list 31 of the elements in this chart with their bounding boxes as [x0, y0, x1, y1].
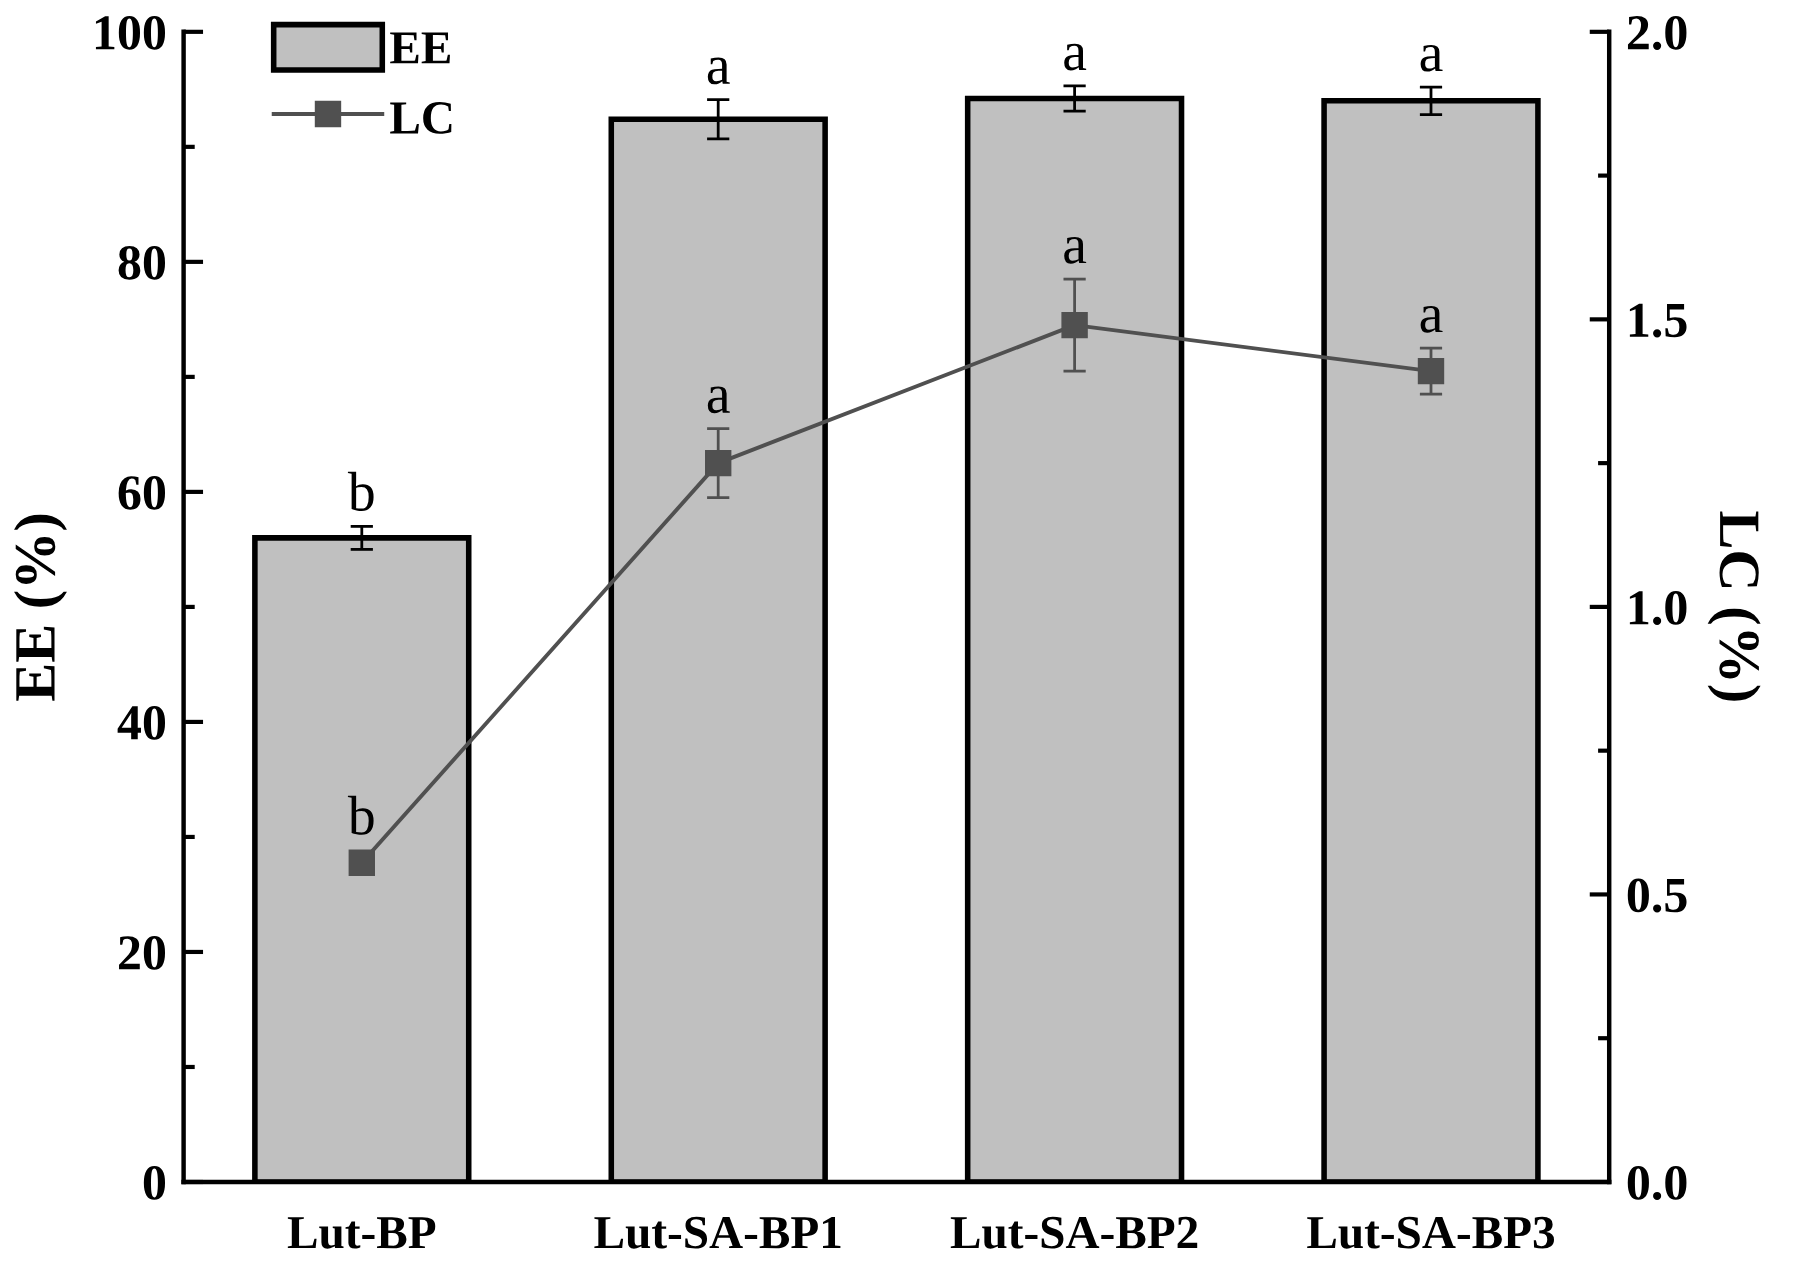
- data-label: a: [707, 57, 730, 85]
- legend-label: EE: [390, 32, 450, 64]
- data-label: a: [1420, 44, 1443, 72]
- data-label: a: [1064, 237, 1087, 264]
- x-tick-label: Lut-SA-BP1: [594, 1216, 841, 1249]
- y2-tick-label: 2.0: [1627, 15, 1687, 50]
- y2-tick-label: 0.5: [1627, 878, 1687, 913]
- y2-tick-label: 1.0: [1629, 591, 1687, 625]
- data-label: a: [707, 386, 730, 414]
- data-label: b: [347, 795, 374, 835]
- y-axis-title: EE (%): [14, 514, 67, 701]
- data-label: a: [1064, 43, 1087, 71]
- point: [1417, 357, 1445, 385]
- data-label: b: [347, 471, 374, 511]
- y2-axis-title: LC (%): [1707, 511, 1761, 701]
- y-tick-label: 0: [143, 1166, 166, 1200]
- x-tick-label: Lut-SA-BP2: [950, 1216, 1198, 1249]
- legend-label: LC: [390, 102, 452, 134]
- point: [348, 849, 375, 877]
- x-tick-label: Lut-SA-BP3: [1307, 1216, 1555, 1249]
- y-tick-label: 100: [95, 15, 166, 50]
- y2-tick-label: 0.0: [1627, 1166, 1687, 1201]
- x-tick-label: Lut-BP: [287, 1217, 436, 1249]
- y-tick-label: 80: [118, 245, 166, 280]
- y-tick-label: 40: [117, 706, 166, 740]
- data-label: a: [1420, 306, 1443, 333]
- y2-tick-label: 1.5: [1629, 303, 1687, 338]
- point: [705, 449, 732, 477]
- point: [1061, 311, 1088, 339]
- y-tick-label: 60: [118, 475, 166, 510]
- y-tick-label: 20: [119, 936, 166, 970]
